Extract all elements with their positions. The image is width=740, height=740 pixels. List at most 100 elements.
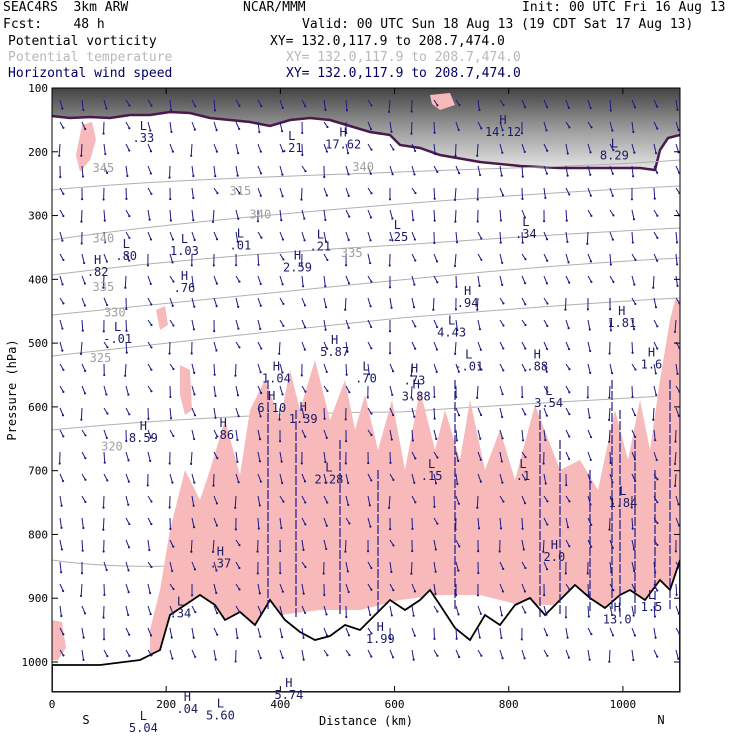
wind-vector: [499, 627, 502, 639]
wind-vector-head: [213, 109, 217, 112]
wind-vector-head: [303, 326, 307, 329]
wind-vector-head: [259, 172, 263, 175]
wind-vector-head: [324, 240, 327, 243]
wind-vector: [147, 363, 152, 370]
wind-vector: [301, 275, 304, 287]
wind-vector: [411, 627, 416, 636]
wind-vector: [543, 363, 548, 372]
wind-vector-head: [370, 412, 373, 415]
wind-vector-head: [146, 484, 149, 487]
wind-vector-head: [610, 372, 614, 375]
wind-vector: [367, 319, 372, 328]
wind-vector-head: [545, 129, 548, 132]
wind-vector-head: [150, 323, 153, 327]
pv-extrema-value: 1.04: [262, 372, 291, 386]
wind-vector-head: [609, 461, 612, 464]
wind-vector: [257, 605, 262, 614]
wind-vector-head: [389, 637, 392, 641]
wind-vector: [587, 363, 591, 373]
wind-vector-head: [237, 481, 240, 484]
wind-vector: [521, 605, 526, 613]
wind-vector: [323, 319, 327, 330]
wind-vector-head: [105, 260, 109, 263]
wind-vector: [477, 407, 482, 416]
wind-vector-head: [590, 545, 593, 548]
wind-vector: [411, 495, 416, 503]
wind-vector: [147, 517, 152, 525]
wind-vector-head: [192, 218, 195, 222]
wind-vector-head: [520, 638, 523, 641]
wind-vector-head: [609, 263, 612, 266]
wind-vector: [279, 451, 283, 462]
wind-vector: [59, 517, 63, 528]
wind-vector-head: [127, 590, 130, 594]
wind-vector: [543, 649, 548, 657]
wind-vector-head: [237, 327, 240, 330]
wind-vector-head: [546, 654, 549, 657]
wind-vector-head: [190, 550, 193, 553]
wind-vector-head: [413, 481, 416, 484]
wind-vector: [499, 143, 503, 153]
wind-vector-head: [105, 107, 108, 110]
wind-vector-head: [83, 282, 87, 285]
wind-vector: [411, 275, 415, 285]
wind-vector: [235, 627, 238, 639]
wind-vector: [323, 407, 326, 419]
wind-vector: [674, 319, 677, 332]
wind-vector: [257, 451, 261, 462]
wind-vector-head: [127, 503, 130, 506]
pv-extrema-marker: H: [648, 346, 655, 360]
wind-vector: [521, 209, 526, 218]
wind-vector-head: [476, 594, 480, 597]
wind-vector-head: [590, 214, 593, 217]
wind-vector: [278, 341, 281, 354]
wind-vector-head: [238, 280, 241, 283]
wind-vector: [279, 627, 283, 638]
wind-vector-head: [456, 482, 459, 486]
wind-vector-head: [216, 633, 219, 636]
pv-extrema-value: .82: [87, 265, 109, 279]
wind-vector-head: [478, 173, 482, 177]
wind-vector-head: [102, 528, 105, 531]
wind-vector-head: [501, 481, 504, 484]
wind-vector-head: [193, 238, 196, 242]
wind-vector-head: [589, 371, 592, 374]
wind-vector: [543, 165, 548, 174]
wind-vector-head: [345, 109, 349, 112]
wind-vector-head: [568, 368, 571, 371]
wind-vector-head: [303, 304, 307, 307]
wind-vector-head: [476, 396, 479, 399]
pv-extrema-marker: L: [519, 457, 526, 471]
wind-vector: [367, 297, 372, 307]
wind-vector: [279, 143, 284, 152]
pv-extrema-value: .25: [387, 230, 409, 244]
wind-vector-head: [455, 439, 459, 442]
wind-vector: [609, 231, 614, 240]
wind-vector-head: [344, 418, 347, 421]
wind-vector: [125, 473, 130, 482]
wind-vector: [367, 165, 372, 174]
wind-vector-head: [193, 414, 197, 417]
pv-extrema-value: .04: [176, 702, 198, 716]
wind-vector-head: [304, 501, 307, 504]
wind-vector-head: [234, 374, 237, 377]
wind-vector-head: [304, 435, 307, 438]
wind-vector-head: [169, 395, 172, 399]
pv-extrema-value: 1.6: [641, 358, 663, 372]
wind-vector-head: [238, 127, 241, 130]
wind-vector: [543, 605, 547, 615]
wind-vector-head: [611, 194, 614, 197]
wind-vector-head: [413, 283, 416, 286]
wind-vector-head: [215, 591, 218, 594]
wind-vector-head: [501, 151, 504, 154]
wind-vector-head: [678, 390, 680, 393]
wind-vector: [59, 319, 63, 329]
wind-vector-head: [455, 285, 458, 288]
wind-vector-head: [434, 153, 437, 156]
wind-vector: [411, 473, 415, 483]
pv-extrema-label-layer: L.33 L.21H17.62H14.12L8.29L.80L1.03L.01L.…: [87, 113, 662, 735]
pv-extrema-value: 1.5: [641, 600, 663, 614]
wind-vector-head: [234, 506, 237, 509]
wind-vector: [59, 341, 63, 351]
wind-vector-head: [278, 418, 281, 421]
